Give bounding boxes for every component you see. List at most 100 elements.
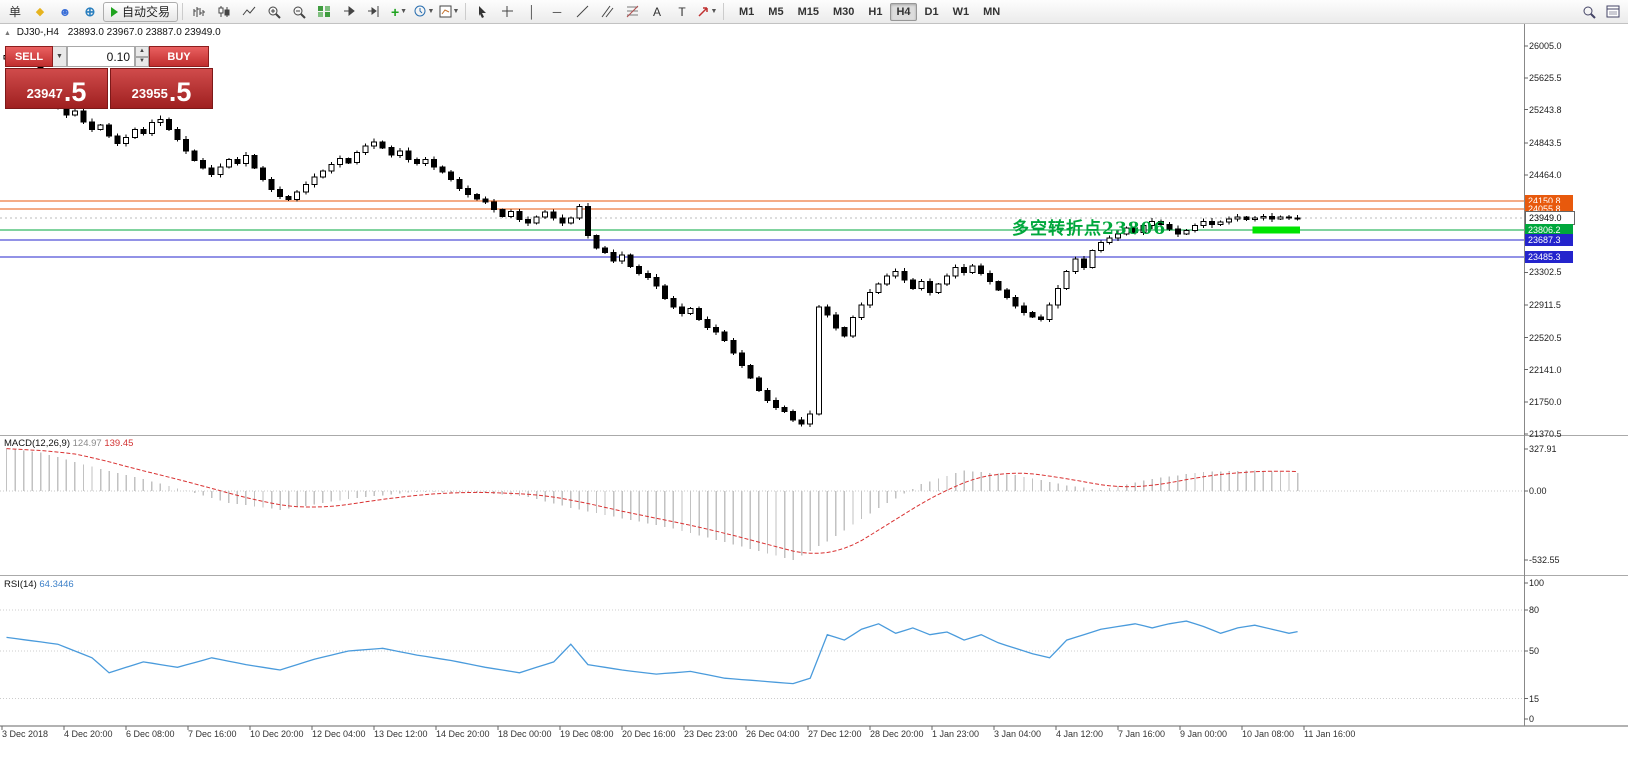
favorites-button[interactable]: ◆ xyxy=(28,1,52,23)
time-tick-label: 28 Dec 20:00 xyxy=(870,729,924,739)
cursor-button[interactable] xyxy=(470,1,494,23)
rsi-tick-label: 0 xyxy=(1529,714,1535,724)
text-button[interactable]: A xyxy=(645,1,669,23)
trendline-icon xyxy=(576,5,588,18)
rsi-label: RSI(14) 64.3446 xyxy=(4,579,74,590)
sell-button[interactable]: SELL xyxy=(5,46,53,67)
text-label-button[interactable]: T xyxy=(670,1,694,23)
trendline-button[interactable] xyxy=(570,1,594,23)
macd-signal-line xyxy=(6,448,1298,554)
toolbar-separator xyxy=(465,3,467,20)
sell-price-panel[interactable]: 23947 .5 xyxy=(5,68,108,109)
rsi-tick-label: 15 xyxy=(1529,693,1540,704)
rsi-tick-label: 80 xyxy=(1529,605,1540,616)
chart-shift-button[interactable] xyxy=(362,1,386,23)
rsi-line xyxy=(6,620,1298,685)
new-order-label: 单 xyxy=(8,5,21,19)
time-tick-label: 6 Dec 08:00 xyxy=(126,729,175,739)
auto-trading-label: 自动交易 xyxy=(122,5,171,19)
timeframe-button-d1[interactable]: D1 xyxy=(924,5,939,18)
candlestick-chart-button[interactable] xyxy=(212,1,236,23)
price-tick-label: 22911.5 xyxy=(1529,300,1561,310)
line-chart-icon xyxy=(242,6,256,16)
new-order-button[interactable]: 单 xyxy=(3,1,27,23)
price-level-tag: 23949.0 xyxy=(1525,211,1575,226)
macd-signal-value: 139.45 xyxy=(104,438,134,449)
toolbar-separator xyxy=(182,3,184,20)
rsi-value: 64.3446 xyxy=(39,579,74,590)
ask-price-pips: .5 xyxy=(168,77,192,107)
volume-up-button[interactable]: ▲ xyxy=(135,46,149,57)
rsi-tick-label: 100 xyxy=(1529,578,1545,588)
macd-label: MACD(12,26,9) 124.97 139.45 xyxy=(4,438,133,449)
profile-icon: ☻ xyxy=(58,4,72,19)
auto-scroll-button[interactable] xyxy=(337,1,361,23)
time-tick-label: 9 Jan 00:00 xyxy=(1180,729,1228,739)
market-watch-button[interactable]: ⊕ xyxy=(78,1,102,23)
arrows-button[interactable]: ▼ xyxy=(695,1,719,23)
templates-button[interactable]: ▼ xyxy=(437,1,461,23)
price-tick-label: 21370.5 xyxy=(1529,429,1562,439)
turning-point-highlight[interactable] xyxy=(1252,226,1301,234)
buy-button[interactable]: BUY xyxy=(149,46,209,67)
time-tick-label: 14 Dec 20:00 xyxy=(436,729,490,739)
price-tick-label: 25625.5 xyxy=(1529,72,1562,83)
volume-input[interactable] xyxy=(67,46,135,67)
price-tick-label: 22520.5 xyxy=(1529,332,1562,343)
zoom-out-button[interactable] xyxy=(287,1,311,23)
data-window-button[interactable] xyxy=(1601,1,1625,23)
macd-tick-label: -532.55 xyxy=(1529,554,1560,565)
template-icon xyxy=(439,5,452,18)
timeframe-button-m5[interactable]: M5 xyxy=(768,5,784,18)
timeframe-button-h4[interactable]: H4 xyxy=(890,2,917,21)
price-tick-label: 26005.0 xyxy=(1529,41,1562,51)
panel-toggle-icon[interactable]: ▲ xyxy=(4,30,11,37)
rsi-name: RSI(14) xyxy=(4,579,37,590)
volume-dropdown-button[interactable]: ▼ xyxy=(53,46,67,67)
horizontal-line-button[interactable]: ─ xyxy=(545,1,569,23)
macd-name: MACD(12,26,9) xyxy=(4,438,70,449)
periods-button[interactable]: ▼ xyxy=(412,1,436,23)
timeframe-button-mn[interactable]: MN xyxy=(983,5,1001,18)
indicators-button[interactable]: + ▼ xyxy=(387,1,411,23)
price-tick-label: 21750.0 xyxy=(1529,397,1562,408)
buy-price-panel[interactable]: 23955 .5 xyxy=(110,68,213,109)
time-tick-label: 3 Jan 04:00 xyxy=(994,729,1042,739)
timeframe-button-m15[interactable]: M15 xyxy=(797,5,819,18)
tile-windows-button[interactable] xyxy=(312,1,336,23)
time-tick-label: 7 Dec 16:00 xyxy=(188,729,237,739)
time-tick-label: 23 Dec 23:00 xyxy=(684,729,738,739)
channel-button[interactable] xyxy=(595,1,619,23)
chart-canvas[interactable] xyxy=(0,24,1628,771)
profile-button[interactable]: ☻ xyxy=(53,1,77,23)
globe-icon: ⊕ xyxy=(84,3,96,19)
volume-down-button[interactable]: ▼ xyxy=(135,56,149,67)
bar-chart-button[interactable] xyxy=(187,1,211,23)
timeframe-button-m1[interactable]: M1 xyxy=(739,5,755,18)
line-chart-button[interactable] xyxy=(237,1,261,23)
turning-point-annotation: 多空转折点23806 xyxy=(1012,219,1167,239)
chart-title: ▲ DJ30-,H4 23893.0 23967.0 23887.0 23949… xyxy=(4,27,221,38)
crosshair-icon xyxy=(501,6,513,17)
time-tick-label: 11 Jan 16:00 xyxy=(1304,729,1356,739)
crosshair-button[interactable] xyxy=(495,1,519,23)
chart-workspace[interactable]: ▲ DJ30-,H4 23893.0 23967.0 23887.0 23949… xyxy=(0,24,1628,771)
timeframe-button-w1[interactable]: W1 xyxy=(952,5,970,18)
zoom-in-button[interactable] xyxy=(262,1,286,23)
timeframe-button-h1[interactable]: H1 xyxy=(868,5,883,18)
zoom-out-icon xyxy=(293,6,306,19)
fibonacci-icon xyxy=(626,5,638,18)
time-tick-label: 12 Dec 04:00 xyxy=(312,729,366,739)
auto-scroll-icon xyxy=(344,5,355,17)
fibonacci-button[interactable] xyxy=(620,1,644,23)
time-tick-label: 10 Jan 08:00 xyxy=(1242,729,1295,739)
rsi-tick-label: 50 xyxy=(1529,646,1540,656)
vertical-line-button[interactable]: │ xyxy=(520,1,544,23)
auto-trading-button[interactable]: 自动交易 xyxy=(103,1,179,22)
time-tick-label: 10 Dec 20:00 xyxy=(250,729,304,739)
search-button[interactable] xyxy=(1577,1,1601,23)
cursor-icon xyxy=(478,5,486,18)
price-tick-label: 23302.5 xyxy=(1529,267,1562,278)
timeframe-button-m30[interactable]: M30 xyxy=(832,5,855,18)
price-level-tag: 23806.2 xyxy=(1525,224,1573,237)
